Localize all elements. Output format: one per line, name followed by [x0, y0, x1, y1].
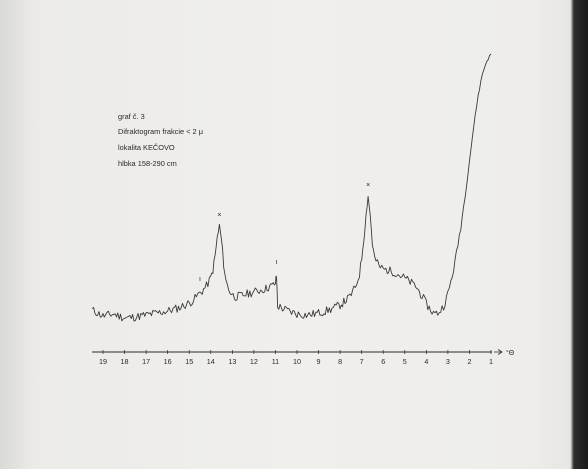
x-tick-label: 14: [207, 357, 215, 366]
x-tick-label: 12: [250, 357, 258, 366]
annotation-line: lokalita KEČOVO: [118, 143, 175, 152]
x-tick-label: 8: [338, 357, 342, 366]
x-tick-label: 16: [164, 357, 172, 366]
x-tick-label: 4: [424, 357, 428, 366]
x-tick-label: 7: [360, 357, 364, 366]
peak-markers: × × ı ı: [199, 182, 370, 283]
x-tick-label: 3: [446, 357, 450, 366]
x-tick-label: 2: [467, 357, 471, 366]
x-tick-label: 15: [185, 357, 193, 366]
x-tick-label: 1: [489, 357, 493, 366]
x-tick-label: 19: [99, 357, 107, 366]
annotation-block: graf č. 3 Difraktogram frakcie < 2 μ lok…: [118, 112, 203, 168]
x-axis-label: °Θ: [506, 349, 515, 357]
annotation-line: graf č. 3: [118, 112, 145, 121]
x-axis-tick-labels: 19 18 17 16 15 14 13 12 11 10 9 8 7 6 5 4 3 2 1: [99, 357, 493, 366]
annotation-line: hlbka 158-290 cm: [118, 159, 177, 168]
x-tick-label: 11: [272, 357, 279, 366]
x-tick-label: 6: [381, 357, 385, 366]
axis-arrow: [494, 349, 503, 355]
x-tick-label: 9: [317, 357, 321, 366]
x-axis-ticks: [102, 350, 492, 354]
peak-marker: ×: [217, 212, 221, 219]
x-tick-label: 17: [142, 357, 150, 366]
diffraction-trace: [91, 53, 492, 322]
minor-peak-marker: ı: [199, 276, 201, 283]
x-tick-label: 13: [228, 357, 236, 366]
x-tick-label: 10: [293, 357, 301, 366]
minor-peak-marker: ı: [276, 259, 278, 266]
annotation-line: Difraktogram frakcie < 2 μ: [118, 127, 203, 136]
x-tick-label: 18: [121, 357, 129, 366]
peak-marker: ×: [366, 182, 370, 189]
x-tick-label: 5: [403, 357, 407, 366]
